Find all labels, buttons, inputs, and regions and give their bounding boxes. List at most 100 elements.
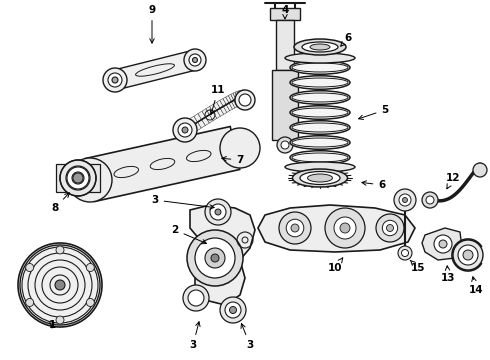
Ellipse shape bbox=[292, 93, 348, 102]
Circle shape bbox=[286, 219, 304, 237]
Ellipse shape bbox=[290, 61, 350, 74]
Circle shape bbox=[398, 246, 412, 260]
Text: 6: 6 bbox=[362, 180, 386, 190]
Polygon shape bbox=[186, 119, 197, 133]
Circle shape bbox=[66, 166, 90, 190]
Polygon shape bbox=[206, 107, 217, 121]
Circle shape bbox=[184, 49, 206, 71]
Circle shape bbox=[426, 196, 434, 204]
Circle shape bbox=[277, 137, 293, 153]
Ellipse shape bbox=[310, 44, 330, 50]
Ellipse shape bbox=[292, 123, 348, 132]
Ellipse shape bbox=[292, 108, 348, 117]
Circle shape bbox=[401, 249, 409, 257]
Circle shape bbox=[193, 58, 197, 63]
Polygon shape bbox=[243, 90, 244, 104]
Polygon shape bbox=[181, 121, 193, 136]
Polygon shape bbox=[85, 126, 240, 202]
Text: 11: 11 bbox=[210, 85, 225, 114]
Polygon shape bbox=[113, 50, 197, 90]
Text: 3: 3 bbox=[151, 195, 214, 209]
Ellipse shape bbox=[292, 138, 348, 147]
Circle shape bbox=[453, 240, 483, 270]
Polygon shape bbox=[198, 111, 209, 126]
Polygon shape bbox=[190, 205, 255, 305]
Circle shape bbox=[56, 246, 64, 254]
Text: 10: 10 bbox=[328, 258, 343, 273]
Polygon shape bbox=[210, 104, 220, 118]
Circle shape bbox=[220, 297, 246, 323]
Polygon shape bbox=[270, 8, 300, 20]
FancyBboxPatch shape bbox=[56, 164, 100, 192]
Polygon shape bbox=[213, 102, 224, 116]
Ellipse shape bbox=[290, 136, 350, 149]
Circle shape bbox=[112, 77, 118, 83]
Polygon shape bbox=[235, 91, 242, 105]
Circle shape bbox=[205, 199, 231, 225]
Circle shape bbox=[402, 198, 408, 202]
Text: 13: 13 bbox=[441, 266, 455, 283]
Circle shape bbox=[291, 224, 299, 232]
Polygon shape bbox=[238, 98, 252, 101]
Polygon shape bbox=[258, 205, 415, 252]
Polygon shape bbox=[231, 93, 239, 107]
Polygon shape bbox=[226, 96, 235, 109]
Circle shape bbox=[182, 127, 188, 133]
Circle shape bbox=[68, 158, 112, 202]
Circle shape bbox=[72, 172, 84, 184]
Circle shape bbox=[235, 90, 255, 110]
Circle shape bbox=[325, 208, 365, 248]
Polygon shape bbox=[202, 109, 213, 123]
Text: 3: 3 bbox=[241, 324, 254, 350]
Polygon shape bbox=[190, 116, 201, 131]
Ellipse shape bbox=[290, 76, 350, 89]
Circle shape bbox=[458, 245, 478, 265]
Polygon shape bbox=[233, 92, 241, 106]
Text: 3: 3 bbox=[189, 322, 200, 350]
Polygon shape bbox=[238, 98, 252, 100]
Ellipse shape bbox=[294, 39, 346, 55]
Circle shape bbox=[108, 73, 122, 87]
Polygon shape bbox=[223, 97, 233, 111]
Circle shape bbox=[189, 54, 201, 66]
Circle shape bbox=[210, 204, 226, 220]
Ellipse shape bbox=[290, 151, 350, 164]
Polygon shape bbox=[239, 90, 244, 104]
Circle shape bbox=[376, 214, 404, 242]
Circle shape bbox=[399, 194, 411, 206]
Text: 12: 12 bbox=[446, 173, 460, 189]
Circle shape bbox=[25, 298, 34, 306]
Text: 15: 15 bbox=[410, 260, 425, 273]
Circle shape bbox=[86, 298, 94, 306]
Ellipse shape bbox=[292, 78, 348, 87]
Polygon shape bbox=[238, 98, 252, 99]
Circle shape bbox=[188, 290, 204, 306]
Ellipse shape bbox=[308, 174, 333, 182]
Circle shape bbox=[178, 123, 192, 137]
Polygon shape bbox=[228, 94, 237, 108]
Circle shape bbox=[281, 141, 289, 149]
Circle shape bbox=[18, 243, 102, 327]
Circle shape bbox=[434, 235, 452, 253]
Polygon shape bbox=[194, 114, 205, 128]
Circle shape bbox=[220, 128, 260, 168]
Polygon shape bbox=[422, 228, 462, 260]
Ellipse shape bbox=[292, 153, 348, 162]
Circle shape bbox=[334, 217, 356, 239]
Polygon shape bbox=[237, 91, 243, 104]
Circle shape bbox=[73, 173, 83, 183]
Polygon shape bbox=[241, 91, 248, 103]
Circle shape bbox=[55, 280, 65, 290]
Text: 2: 2 bbox=[172, 225, 206, 244]
Ellipse shape bbox=[290, 106, 350, 119]
Circle shape bbox=[394, 189, 416, 211]
Circle shape bbox=[239, 94, 251, 106]
Circle shape bbox=[195, 238, 235, 278]
Text: 9: 9 bbox=[148, 5, 155, 43]
Polygon shape bbox=[272, 70, 298, 140]
Ellipse shape bbox=[292, 63, 348, 72]
Text: 8: 8 bbox=[51, 193, 70, 213]
Ellipse shape bbox=[290, 91, 350, 104]
Text: 7: 7 bbox=[222, 155, 244, 165]
Polygon shape bbox=[241, 90, 245, 104]
